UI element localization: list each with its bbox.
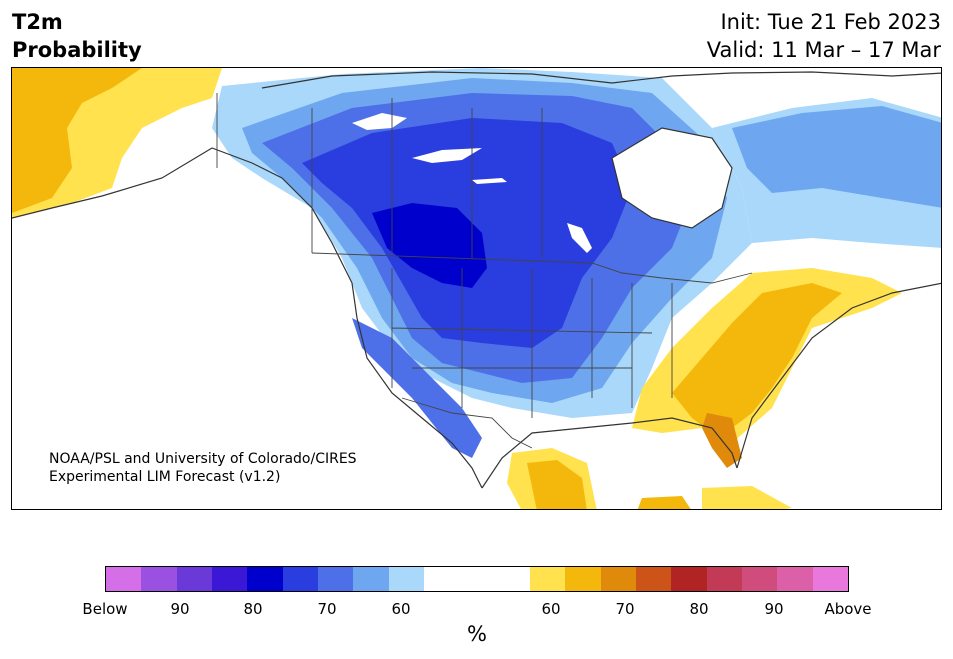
warm-region-mexico-60	[527, 460, 587, 509]
map-title-left: T2m Probability	[12, 8, 142, 64]
credit-line-2: Experimental LIM Forecast (v1.2)	[49, 469, 281, 485]
warm-region-caribbean	[637, 496, 691, 509]
us-mexico-border	[401, 397, 533, 449]
colorbar-above-85	[741, 567, 778, 591]
probability-shading	[12, 68, 941, 509]
colorbar-tick: 80	[243, 600, 263, 618]
lake-winnipeg	[567, 223, 592, 253]
coastlines	[12, 71, 941, 489]
colorbar-tick: Above	[824, 600, 872, 618]
variable-label: T2m	[12, 10, 63, 34]
colorbar-below-55	[388, 567, 424, 591]
coastline-east	[736, 282, 941, 469]
init-date: Init: Tue 21 Feb 2023	[720, 10, 941, 34]
warm-region-cuba	[702, 486, 792, 509]
province-lines	[311, 98, 543, 258]
lake-great-slave	[412, 148, 482, 163]
colorbar-below-70	[282, 567, 318, 591]
probability-map	[11, 67, 942, 510]
colorbar-above-95	[812, 567, 848, 591]
coastline-west	[12, 147, 483, 489]
colorbar-above-90	[777, 567, 813, 591]
credit-note: NOAA/PSL and University of Colorado/CIRE…	[49, 450, 357, 486]
coastline-arctic	[261, 71, 941, 89]
colorbar-tick: 60	[391, 600, 411, 618]
colorbar-above-55	[529, 567, 566, 591]
colorbar-tick: 60	[541, 600, 561, 618]
valid-range: Valid: 11 Mar – 17 Mar	[706, 38, 941, 62]
colorbar-above-80	[706, 567, 742, 591]
colorbar-below-95	[106, 567, 142, 591]
colorbar-above-60	[565, 567, 601, 591]
colorbar-tick: 90	[764, 600, 784, 618]
colorbar-tick: 90	[170, 600, 190, 618]
map-title-right: Init: Tue 21 Feb 2023 Valid: 11 Mar – 17…	[707, 8, 941, 64]
quantity-label: Probability	[12, 38, 142, 62]
cold-region-coast	[352, 318, 482, 458]
colorbar-above-65	[600, 567, 636, 591]
colorbar-above-70	[635, 567, 672, 591]
colorbar-tick: Below	[82, 600, 128, 618]
warm-region-east-60	[672, 283, 842, 433]
coastline-hudson	[611, 127, 733, 229]
colorbar-below-60	[353, 567, 389, 591]
colorbar-below-85	[176, 567, 212, 591]
cold-region-75	[372, 203, 487, 288]
map-canvas	[12, 68, 941, 509]
colorbar-neutral	[423, 567, 530, 591]
cold-region-60-east	[732, 106, 941, 208]
colorbar-above-75	[671, 567, 707, 591]
colorbar-tick: 70	[317, 600, 337, 618]
colorbar-below-90	[141, 567, 177, 591]
colorbar-tick: 80	[689, 600, 709, 618]
colorbar	[105, 566, 849, 592]
colorbar-tick: 70	[615, 600, 635, 618]
colorbar-below-65	[317, 567, 354, 591]
state-lines	[391, 268, 673, 418]
lake-athabasca	[472, 178, 507, 184]
colorbar-unit: %	[467, 622, 487, 646]
borders	[216, 93, 753, 449]
credit-line-1: NOAA/PSL and University of Colorado/CIRE…	[49, 451, 357, 467]
colorbar-below-80	[211, 567, 248, 591]
lake-hudson	[612, 128, 732, 228]
lake-great-bear	[352, 113, 407, 130]
coastline-gulf	[481, 417, 738, 489]
warm-region-alaska-60	[12, 68, 142, 213]
colorbar-below-75	[247, 567, 283, 591]
us-canada-border	[311, 252, 753, 284]
